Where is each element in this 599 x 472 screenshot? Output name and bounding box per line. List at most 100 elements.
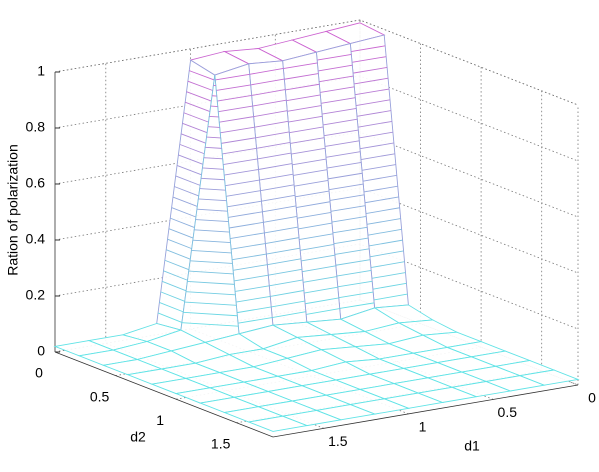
contour-stroke [225,179,260,187]
contour-stroke [226,190,261,197]
contour-stroke [219,116,254,123]
x-tick-label: 0.5 [498,404,518,420]
contour-stroke [322,118,358,126]
contour-stroke [320,86,355,93]
contour-stroke [367,228,402,236]
contour-stroke [301,254,335,262]
contour-stroke [171,207,197,218]
contour-stroke [372,282,407,290]
contour-stroke [334,248,370,255]
contour-stroke [264,226,299,234]
contour-stroke [303,286,338,294]
contour-stroke [236,306,272,314]
contour-stroke [357,120,393,128]
contour-stroke [359,142,394,150]
contour-stroke [176,165,202,176]
contour-stroke [362,174,397,182]
contour-stroke [157,312,183,323]
floor-edge [54,351,579,438]
contour-stroke [190,260,233,264]
z-tick-label: 0 [37,343,45,359]
contour-stroke [230,232,265,240]
y-tick-label: 0.5 [90,388,110,404]
contour-stroke [327,172,363,180]
contour-stroke [164,259,190,271]
contour-stroke [231,253,267,261]
contour-stroke [361,164,396,171]
contour-stroke [289,126,324,134]
contour-stroke [265,237,300,244]
z-tick-label: 0.6 [26,175,46,191]
contour-stroke [366,218,401,225]
contour-stroke [186,91,212,102]
contour-stroke [235,295,271,303]
contour-stroke [370,261,405,269]
contour-stroke [228,211,263,218]
z-tick-label: 0.8 [26,119,46,135]
contour-stroke [175,175,201,186]
contour-stroke [268,268,302,276]
contour-stroke [165,249,191,260]
contour-stroke [330,205,366,212]
contour-stroke [304,297,339,305]
contour-stroke [371,272,406,279]
contour-stroke [258,163,293,170]
contour-stroke [291,147,326,155]
contour-stroke [249,68,284,75]
contour-stroke [317,53,352,61]
contour-stroke [218,105,253,113]
contour-stroke [332,226,368,234]
contour-stroke [187,80,213,91]
contour-stroke [191,250,232,254]
contour-stroke [202,167,224,170]
contour-stroke [285,83,320,91]
contour-stroke [188,270,234,275]
contour-stroke [184,101,211,112]
z-tick-label: 0.4 [26,231,46,247]
contour-stroke [234,285,270,292]
contour-stroke [209,115,219,118]
contour-stroke [339,302,375,309]
contour-stroke [161,280,187,292]
contour-stroke [195,219,229,223]
contour-stroke [324,140,360,147]
contour-stroke [286,94,321,102]
axis-box [54,19,579,106]
contour-stroke [269,279,303,287]
contour-stroke [329,194,365,201]
grid-line [105,63,324,429]
contour-stroke [178,154,204,165]
contour-stroke [183,112,209,123]
contour-stroke [181,322,239,327]
contour-stroke [255,131,290,139]
contour-stroke [353,77,389,85]
contour-stroke [262,205,297,213]
contour-stroke [303,276,337,283]
contour-stroke [270,290,304,297]
contour-stroke [250,78,285,86]
y-tick-label: 1.5 [211,436,231,452]
contour-stroke [254,120,289,128]
contour-stroke [296,201,331,208]
contour-stroke [293,169,328,176]
contour-stroke [298,222,333,230]
contour-stroke [179,143,205,155]
contour-stroke [201,177,225,181]
contour-stroke [325,151,361,158]
contour-stroke [364,196,399,204]
contour-stroke [294,179,329,187]
contour-stroke [302,265,336,273]
contour-stroke [300,244,334,251]
contour-stroke [295,190,330,198]
contour-stroke [297,211,332,219]
contour-stroke [206,136,221,139]
contour-stroke [167,238,192,250]
contour-stroke [292,158,327,166]
contour-stroke [355,99,391,106]
contour-stroke [354,88,390,96]
surface-patch [247,415,309,432]
contour-stroke [260,184,295,192]
contour-stroke [237,317,273,324]
contour-stroke [187,280,235,285]
y-axis-label: d2 [130,429,146,445]
